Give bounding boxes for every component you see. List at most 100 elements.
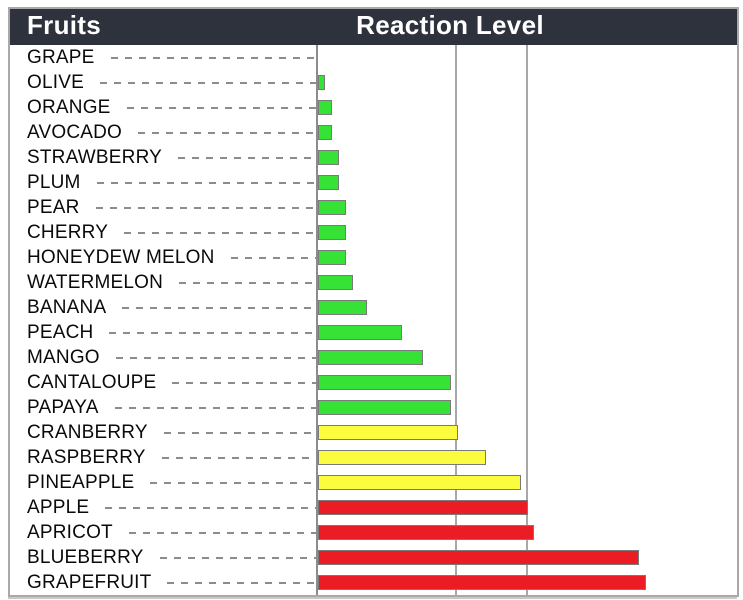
row-label-cell: RASPBERRY [10, 445, 320, 470]
row-label-cell: CHERRY [10, 220, 320, 245]
row-label: GRAPE [27, 47, 95, 68]
row-bar-cell [316, 345, 737, 370]
rows: GRAPE OLIVE ORANGE AVOCADO [10, 45, 737, 595]
row-label: CRANBERRY [27, 422, 148, 443]
row-bar-cell [316, 570, 737, 595]
row-label: CHERRY [27, 222, 109, 243]
row-bar-cell [316, 120, 737, 145]
dashed-leader [96, 181, 320, 184]
chart-row: CHERRY [10, 220, 737, 245]
row-label: PEACH [27, 322, 94, 343]
row-label: BLUEBERRY [27, 547, 144, 568]
row-label: APPLE [27, 497, 90, 518]
row-label-cell: PLUM [10, 170, 320, 195]
bar [318, 475, 521, 490]
row-bar-cell [316, 520, 737, 545]
row-label: ORANGE [27, 97, 111, 118]
chart-row: ORANGE [10, 95, 737, 120]
dashed-leader [172, 381, 320, 384]
chart-header: Fruits Reaction Level [10, 9, 737, 45]
row-label-cell: STRAWBERRY [10, 145, 320, 170]
chart-row: RASPBERRY [10, 445, 737, 470]
chart-frame: Fruits Reaction Level GRAPE OLIVE ORANGE [8, 7, 739, 597]
bar [318, 550, 640, 565]
row-bar-cell [316, 95, 737, 120]
row-label: GRAPEFRUIT [27, 572, 152, 593]
bar [318, 350, 423, 365]
row-label-cell: GRAPEFRUIT [10, 570, 320, 595]
chart-row: WATERMELON [10, 270, 737, 295]
chart-row: MANGO [10, 345, 737, 370]
row-label-cell: BLUEBERRY [10, 545, 320, 570]
chart-row: PLUM [10, 170, 737, 195]
bar [318, 525, 535, 540]
bottom-shadow-line [8, 597, 737, 599]
bar [318, 300, 367, 315]
dashed-leader [95, 206, 320, 209]
bar [318, 375, 451, 390]
dashed-leader [161, 456, 320, 459]
row-bar-cell [316, 270, 737, 295]
row-label-cell: OLIVE [10, 70, 320, 95]
bar [318, 200, 346, 215]
dashed-leader [105, 506, 320, 509]
dashed-leader [124, 231, 320, 234]
chart-row: HONEYDEW MELON [10, 245, 737, 270]
dashed-leader [114, 406, 320, 409]
chart-row: PINEAPPLE [10, 470, 737, 495]
bar [318, 175, 339, 190]
row-label: HONEYDEW MELON [27, 247, 215, 268]
bar [318, 100, 332, 115]
row-bar-cell [316, 45, 737, 70]
row-label-cell: CRANBERRY [10, 420, 320, 445]
header-fruits-label: Fruits [27, 10, 102, 40]
row-bar-cell [316, 445, 737, 470]
row-label-cell: PINEAPPLE [10, 470, 320, 495]
row-bar-cell [316, 495, 737, 520]
row-label-cell: PEACH [10, 320, 320, 345]
row-bar-cell [316, 220, 737, 245]
row-label-cell: BANANA [10, 295, 320, 320]
chart-row: GRAPE [10, 45, 737, 70]
bar [318, 125, 332, 140]
row-label: CANTALOUPE [27, 372, 157, 393]
row-label-cell: PEAR [10, 195, 320, 220]
row-label-cell: PAPAYA [10, 395, 320, 420]
chart-row: GRAPEFRUIT [10, 570, 737, 595]
row-label-cell: APRICOT [10, 520, 320, 545]
dashed-leader [159, 556, 320, 559]
bar [318, 425, 458, 440]
row-bar-cell [316, 420, 737, 445]
row-bar-cell [316, 470, 737, 495]
row-label: MANGO [27, 347, 100, 368]
dashed-leader [109, 331, 320, 334]
chart-row: BLUEBERRY [10, 545, 737, 570]
bar [318, 250, 346, 265]
row-bar-cell [316, 145, 737, 170]
row-label: APRICOT [27, 522, 113, 543]
bar [318, 500, 528, 515]
chart-row: BANANA [10, 295, 737, 320]
dashed-leader [163, 431, 320, 434]
row-bar-cell [316, 195, 737, 220]
chart-row: CRANBERRY [10, 420, 737, 445]
row-label: RASPBERRY [27, 447, 146, 468]
row-label-cell: GRAPE [10, 45, 320, 70]
dashed-leader [122, 306, 320, 309]
row-label-cell: ORANGE [10, 95, 320, 120]
dashed-leader [167, 581, 320, 584]
bar [318, 575, 647, 590]
row-label: AVOCADO [27, 122, 123, 143]
dashed-leader [110, 56, 320, 59]
row-bar-cell [316, 370, 737, 395]
row-bar-cell [316, 170, 737, 195]
bar [318, 275, 353, 290]
dashed-leader [150, 481, 320, 484]
dashed-leader [99, 81, 320, 84]
row-label-cell: HONEYDEW MELON [10, 245, 320, 270]
row-label-cell: MANGO [10, 345, 320, 370]
row-bar-cell [316, 545, 737, 570]
chart-row: APRICOT [10, 520, 737, 545]
dashed-leader [230, 256, 320, 259]
row-bar-cell [316, 395, 737, 420]
